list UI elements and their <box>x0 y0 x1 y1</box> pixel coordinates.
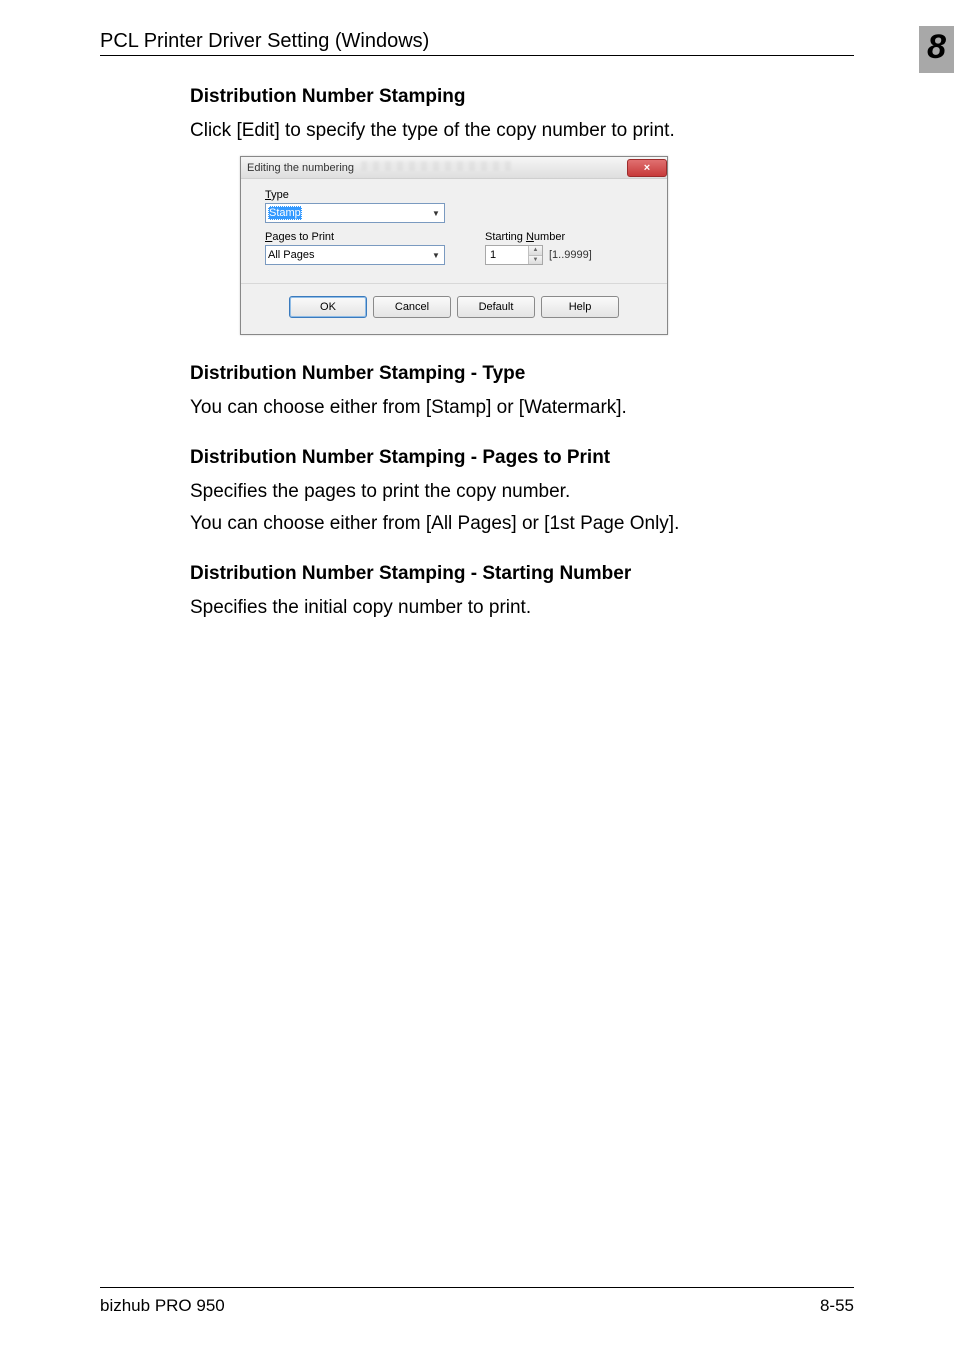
body-text: You can choose either from [All Pages] o… <box>190 513 854 535</box>
range-text: [1..9999] <box>549 249 592 261</box>
ok-button[interactable]: OK <box>289 296 367 318</box>
pages-select-value: All Pages <box>268 249 314 261</box>
dialog-titlebar: Editing the numbering × <box>241 157 667 179</box>
chapter-badge: 8 <box>919 26 954 73</box>
cancel-button[interactable]: Cancel <box>373 296 451 318</box>
dialog-button-row: OK Cancel Default Help <box>265 290 643 328</box>
type-select-value: Stamp <box>268 206 302 220</box>
body-text: Specifies the initial copy number to pri… <box>190 597 854 619</box>
starting-number-label: Starting Number <box>485 231 643 243</box>
starting-number-input[interactable]: 1 ▲ ▼ <box>485 245 543 265</box>
chapter-number: 8 <box>927 28 946 66</box>
chevron-down-icon: ▼ <box>430 207 442 219</box>
starting-number-value: 1 <box>490 249 496 261</box>
page-footer: bizhub PRO 950 8-55 <box>100 1287 854 1316</box>
body-text: You can choose either from [Stamp] or [W… <box>190 397 854 419</box>
body-text: Click [Edit] to specify the type of the … <box>190 120 854 142</box>
dialog-screenshot: Editing the numbering × Type Stamp ▼ <box>240 156 668 335</box>
footer-product: bizhub PRO 950 <box>100 1296 225 1316</box>
pages-label: Pages to Print <box>265 231 445 243</box>
header-title: PCL Printer Driver Setting (Windows) <box>100 30 429 53</box>
close-button[interactable]: × <box>627 159 667 177</box>
titlebar-blur <box>361 161 511 171</box>
heading-distribution-number-stamping: Distribution Number Stamping <box>190 86 854 108</box>
help-button[interactable]: Help <box>541 296 619 318</box>
footer-page-number: 8-55 <box>820 1296 854 1316</box>
heading-starting-number: Distribution Number Stamping - Starting … <box>190 563 854 585</box>
pages-select[interactable]: All Pages ▼ <box>265 245 445 265</box>
chevron-down-icon: ▼ <box>430 249 442 261</box>
type-select[interactable]: Stamp ▼ <box>265 203 445 223</box>
dialog-title: Editing the numbering <box>247 162 354 174</box>
editing-numbering-dialog: Editing the numbering × Type Stamp ▼ <box>240 156 668 335</box>
spinner-down-button[interactable]: ▼ <box>528 256 542 265</box>
heading-type: Distribution Number Stamping - Type <box>190 363 854 385</box>
heading-pages-to-print: Distribution Number Stamping - Pages to … <box>190 447 854 469</box>
type-label: Type <box>265 189 643 201</box>
close-icon: × <box>644 162 650 174</box>
spinner-up-button[interactable]: ▲ <box>528 246 542 256</box>
default-button[interactable]: Default <box>457 296 535 318</box>
page-header: PCL Printer Driver Setting (Windows) <box>100 30 854 56</box>
dialog-separator <box>241 283 667 284</box>
body-text: Specifies the pages to print the copy nu… <box>190 481 854 503</box>
dialog-body: Type Stamp ▼ Pages to Print All Pages ▼ <box>241 179 667 334</box>
